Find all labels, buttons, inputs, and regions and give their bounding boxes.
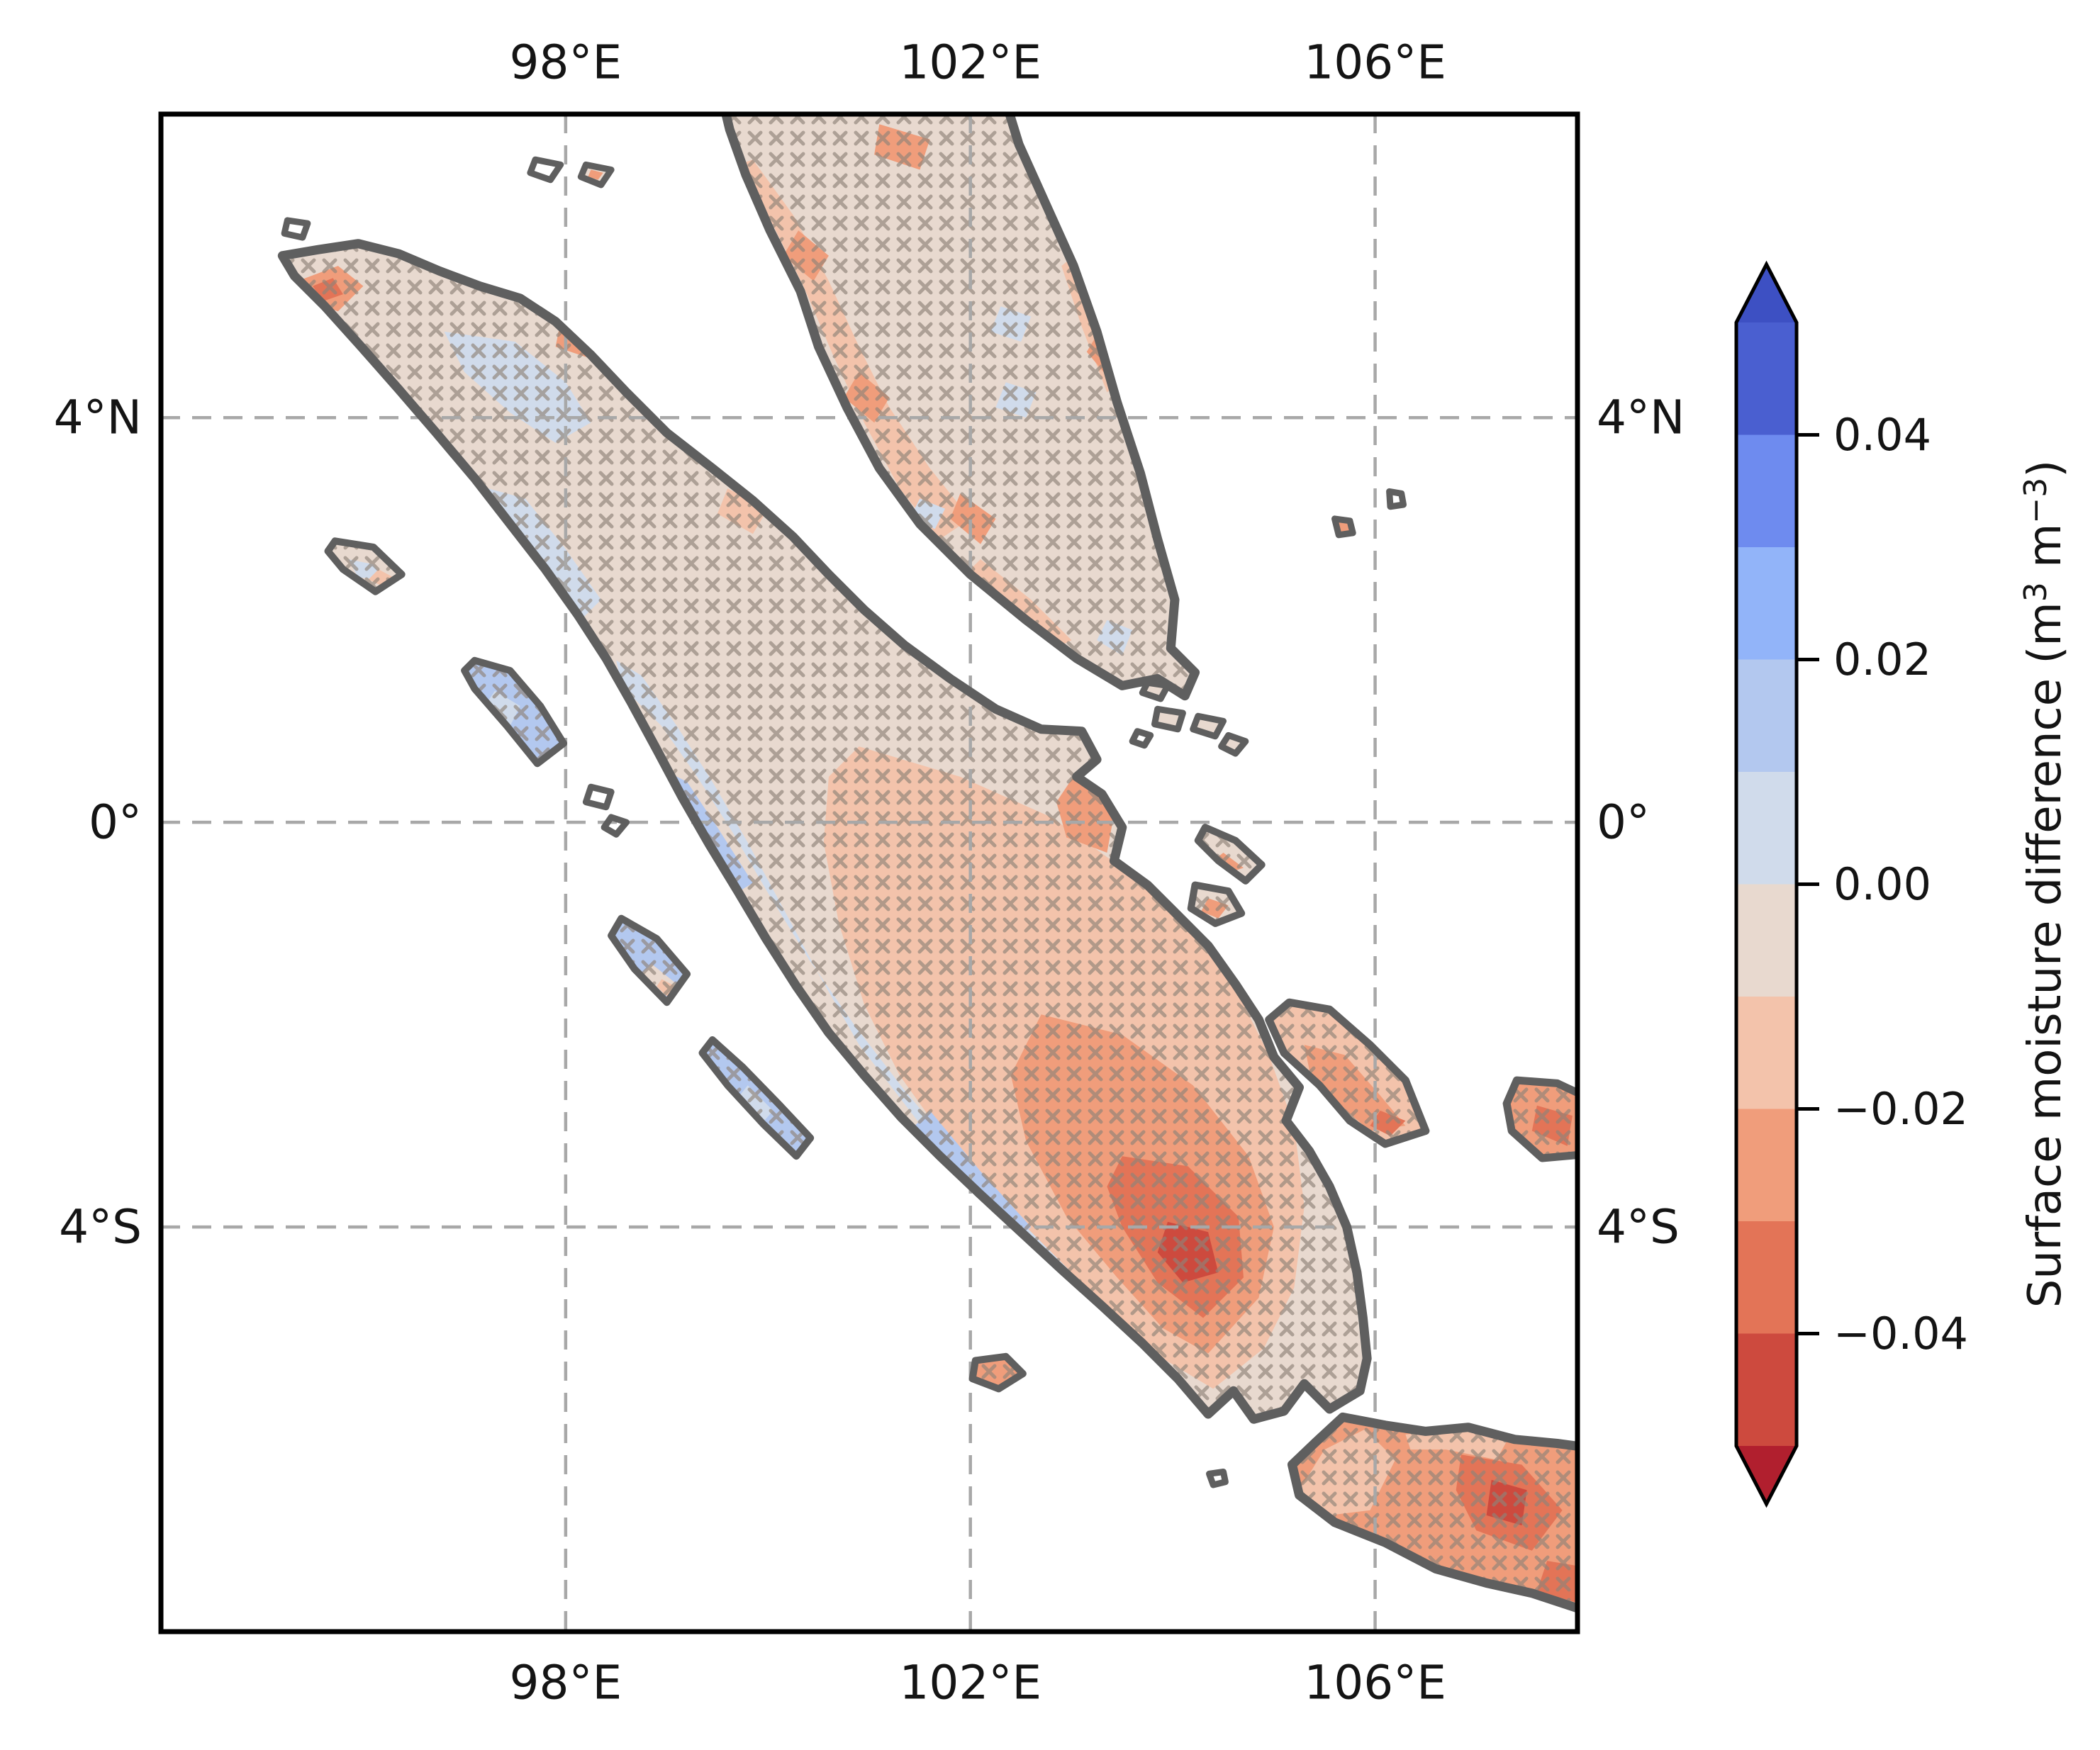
y-tick-left--4: 4°S: [59, 1200, 142, 1255]
coastline-tioman-like: [1331, 515, 1356, 539]
colorbar-segment-5: [1736, 884, 1797, 997]
island-patches-islet-north-2: [588, 169, 603, 180]
coastline-enggano: [968, 1352, 1027, 1393]
coastline-belitung: [1502, 1076, 1577, 1162]
hatch-overlay-bangka: [1268, 1002, 1426, 1144]
coastline-riau-bintan: [1190, 712, 1227, 740]
y-tick-right-4: 4°N: [1597, 391, 1685, 445]
colorbar-axis-label: Surface moisture difference (m3 m−3): [2018, 460, 2072, 1308]
colorbar-segment-4: [1736, 772, 1797, 885]
coastline-simeulue: [324, 537, 406, 595]
hatch-overlay-simeulue: [328, 541, 402, 592]
coastline-bangka: [1265, 998, 1430, 1148]
x-tick-top-106: 106°E: [1304, 35, 1446, 90]
coastline-islet-north-1: [527, 156, 564, 184]
hatch-overlay-malay-peninsula: [725, 114, 1195, 696]
coastline-malay-peninsula: [721, 114, 1200, 701]
coastline-riau-islet: [1129, 728, 1154, 749]
x-tick-top-102: 102°E: [899, 35, 1041, 90]
y-tick-right--4: 4°S: [1597, 1200, 1680, 1255]
hatch-overlay-sumatra: [282, 243, 1368, 1420]
colorbar-segment-0: [1736, 322, 1797, 436]
hatch-overlay-siberut: [611, 918, 688, 1003]
y-tick-right-0: 0°: [1597, 795, 1650, 850]
hatch-overlay-java-west: [1292, 1417, 1577, 1608]
coastline-riau-batam: [1151, 705, 1186, 733]
patch-islet-north-2-0: [588, 169, 603, 180]
colorbar-segment-7: [1736, 1109, 1797, 1222]
colorbar-segment-3: [1736, 659, 1797, 773]
colorbar-tick-label-−0.04: −0.04: [1833, 1308, 1968, 1359]
coastline-java-west: [1288, 1412, 1577, 1613]
coastline-singapore: [1139, 679, 1171, 702]
coastline-sunda-islet: [1206, 1469, 1229, 1488]
coastline-islet-east: [1386, 488, 1407, 510]
coastline-batu-1: [582, 783, 615, 811]
colorbar: Surface moisture difference (m3 m−3): [1734, 260, 2072, 1508]
map-panel: [161, 114, 1577, 1632]
colorbar-outline: [1734, 260, 1799, 1508]
coastline-lingga: [1194, 824, 1266, 885]
colorbar-arrow-under: [1736, 1446, 1797, 1504]
coastline-islet-north-2: [577, 161, 615, 189]
y-tick-left-0: 0°: [89, 795, 142, 850]
coastline-sipora-pagai: [698, 1036, 815, 1160]
map-border: [158, 111, 1580, 1634]
colorbar-tick-label-0.04: 0.04: [1833, 409, 1931, 461]
colorbar-segment-1: [1736, 434, 1797, 548]
hatch-overlay-nias: [464, 660, 564, 764]
x-tick-top-98: 98°E: [510, 35, 622, 90]
colorbar-segment-2: [1736, 547, 1797, 661]
x-tick-bottom-106: 106°E: [1304, 1656, 1446, 1710]
coastline-sumatra: [277, 239, 1372, 1424]
coastline-batu-2: [601, 814, 630, 838]
colorbar-tick-label-−0.02: −0.02: [1833, 1083, 1968, 1135]
colorbar-segment-6: [1736, 997, 1797, 1110]
colorbar-segment-9: [1736, 1333, 1797, 1447]
colorbar-segment-8: [1736, 1221, 1797, 1335]
x-tick-bottom-98: 98°E: [510, 1656, 622, 1710]
coastline-riau-east: [1218, 731, 1249, 757]
coastline-breueh: [281, 217, 311, 241]
coastline-singkep: [1187, 881, 1246, 927]
hatch-overlay-lingga: [1197, 827, 1262, 881]
coastline-nias: [461, 656, 567, 768]
y-tick-left-4: 4°N: [54, 391, 142, 445]
colorbar-tick-label-0.00: 0.00: [1833, 858, 1931, 910]
hatch-overlay-sipora-pagai: [702, 1040, 811, 1157]
coastline-siberut: [608, 914, 691, 1006]
colorbar-arrow-over: [1736, 264, 1797, 322]
x-tick-bottom-102: 102°E: [899, 1656, 1041, 1710]
colorbar-tick-label-0.02: 0.02: [1833, 634, 1931, 685]
